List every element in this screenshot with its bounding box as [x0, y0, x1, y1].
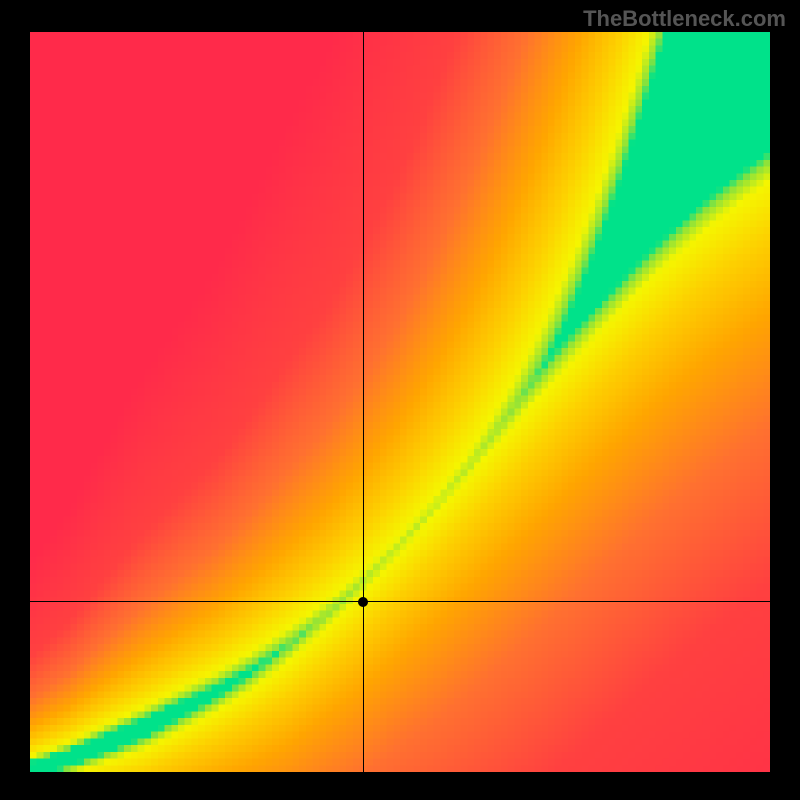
- crosshair-vertical: [363, 32, 364, 772]
- selection-marker: [358, 597, 368, 607]
- attribution-label: TheBottleneck.com: [583, 6, 786, 32]
- crosshair-horizontal: [30, 601, 770, 602]
- chart-container: { "attribution": { "text": "TheBottlenec…: [0, 0, 800, 800]
- bottleneck-heatmap: [30, 32, 770, 772]
